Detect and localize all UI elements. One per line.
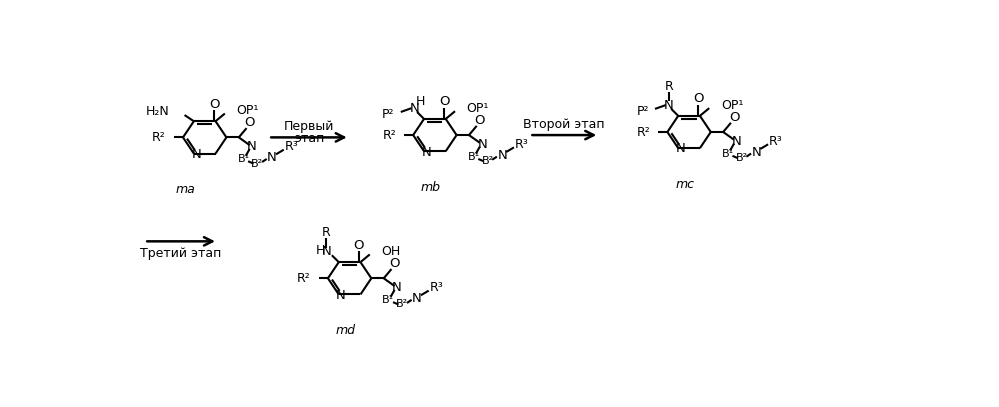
Text: O: O [390, 257, 400, 270]
Text: md: md [336, 324, 356, 337]
Text: B¹: B¹ [238, 154, 250, 164]
Text: H: H [416, 95, 425, 108]
Text: N: N [191, 148, 201, 161]
Text: N: N [413, 292, 422, 305]
Text: R³: R³ [514, 138, 528, 151]
Text: B¹: B¹ [721, 149, 734, 159]
Text: B²: B² [252, 159, 264, 168]
Text: B¹: B¹ [468, 152, 480, 162]
Text: B²: B² [397, 300, 409, 309]
Text: Первый: Первый [284, 120, 335, 133]
Text: N: N [337, 289, 346, 302]
Text: N: N [392, 281, 402, 294]
Text: R³: R³ [769, 135, 783, 148]
Text: N: N [247, 140, 257, 153]
Text: N: N [422, 146, 432, 158]
Text: B²: B² [735, 153, 748, 163]
Text: R²: R² [383, 129, 397, 142]
Text: OP¹: OP¹ [467, 102, 490, 115]
Text: N: N [322, 245, 332, 258]
Text: ma: ma [176, 183, 195, 196]
Text: P²: P² [636, 105, 648, 118]
Text: R³: R³ [430, 281, 444, 294]
Text: N: N [664, 98, 673, 112]
Text: O: O [729, 111, 739, 124]
Text: N: N [268, 151, 277, 164]
Text: OP¹: OP¹ [721, 98, 743, 112]
Text: N: N [751, 146, 761, 158]
Text: Третий этап: Третий этап [140, 247, 222, 260]
Text: B¹: B¹ [383, 295, 395, 305]
Text: B²: B² [482, 156, 494, 166]
Text: H₂N: H₂N [145, 105, 169, 118]
Text: OP¹: OP¹ [237, 104, 259, 117]
Text: R²: R² [297, 272, 311, 285]
Text: OH: OH [382, 245, 401, 258]
Text: O: O [475, 114, 486, 127]
Text: R²: R² [152, 131, 166, 144]
Text: этап: этап [294, 131, 325, 144]
Text: R²: R² [636, 125, 650, 138]
Text: O: O [439, 96, 450, 109]
Text: N: N [731, 135, 741, 148]
Text: P²: P² [382, 108, 395, 121]
Text: Второй этап: Второй этап [523, 118, 605, 131]
Text: N: N [498, 149, 507, 162]
Text: O: O [354, 239, 365, 252]
Text: N: N [478, 138, 488, 151]
Text: O: O [693, 92, 703, 105]
Text: N: N [410, 102, 420, 115]
Text: R³: R³ [285, 140, 299, 153]
Text: O: O [245, 116, 255, 129]
Text: mc: mc [675, 178, 694, 191]
Text: R: R [664, 80, 673, 93]
Text: O: O [209, 98, 219, 111]
Text: H: H [316, 244, 325, 257]
Text: R: R [322, 226, 331, 239]
Text: mb: mb [421, 181, 441, 194]
Text: N: N [675, 142, 685, 155]
